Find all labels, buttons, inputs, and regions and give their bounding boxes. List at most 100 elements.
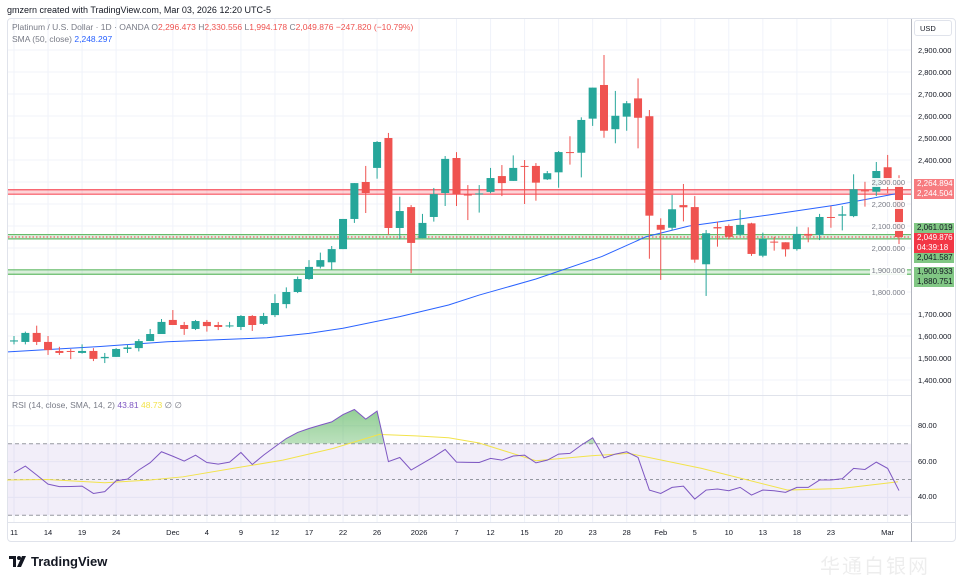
price-axis-label: 2,100.000 <box>869 221 907 231</box>
candle-body <box>282 292 291 305</box>
candle-body <box>804 233 813 236</box>
candle-body <box>452 158 461 195</box>
candle-body <box>214 325 223 327</box>
price-axis-label: 1,900.000 <box>869 265 907 275</box>
candle-body <box>713 227 722 229</box>
time-axis-label: 18 <box>792 528 802 537</box>
candle-body <box>350 183 359 219</box>
time-axis-label: 4 <box>204 528 209 537</box>
candle-body <box>168 319 177 325</box>
change-value: −247.820 (−10.79%) <box>335 22 414 32</box>
time-axis-label: 24 <box>111 528 121 537</box>
candle-body <box>293 279 302 292</box>
candle-body <box>690 207 699 260</box>
candle-body <box>191 321 200 329</box>
candle-body <box>770 241 779 243</box>
candle-body <box>89 350 98 359</box>
bar-countdown: 04:39:18 <box>914 243 954 253</box>
price-axis-label: 1,700.000 <box>918 309 952 319</box>
rsi-axis-40: 40.00 <box>918 492 937 501</box>
price-axis-label: 2,300.000 <box>869 177 907 187</box>
candle-body <box>509 167 518 181</box>
time-axis-label: Dec <box>166 528 180 537</box>
time-axis-label: 19 <box>77 528 87 537</box>
candle-body <box>236 315 245 327</box>
symbol-name: Platinum / U.S. Dollar · 1D · OANDA <box>12 22 149 32</box>
candle-body <box>543 173 552 180</box>
price-axis-label: 2,200.000 <box>869 199 907 209</box>
tradingview-logo[interactable]: TradingView <box>9 554 107 569</box>
currency-selector[interactable]: USD <box>914 20 952 36</box>
time-axis-label: 2026 <box>410 528 428 537</box>
candle-body <box>724 226 733 237</box>
rsi-line <box>13 408 900 500</box>
time-axis-label: Mar <box>881 528 895 537</box>
watermark: 华通白银网 <box>820 556 930 578</box>
time-axis-label: 7 <box>454 528 459 537</box>
time-axis-label: 12 <box>486 528 495 537</box>
time-axis-label: 23 <box>588 528 597 537</box>
candle-body <box>792 233 801 250</box>
time-axis-label: 17 <box>304 528 314 537</box>
time-axis-label: 14 <box>43 528 53 537</box>
support-low-upper-tag: 1,900.933 <box>914 267 954 277</box>
time-axis-label: 9 <box>238 528 244 537</box>
candles <box>10 55 903 364</box>
symbol-legend[interactable]: Platinum / U.S. Dollar · 1D · OANDA O2,2… <box>12 22 413 32</box>
time-axis-label: 22 <box>338 528 348 537</box>
candle-body <box>270 303 279 316</box>
horizontal-levels <box>8 189 911 275</box>
rsi-value: 43.81 <box>117 400 139 410</box>
candle-body <box>373 141 382 168</box>
price-axis-label: 2,500.000 <box>918 133 952 143</box>
candle-body <box>248 315 257 325</box>
price-axis-label: 2,700.000 <box>918 89 952 99</box>
candle-body <box>112 348 121 357</box>
rsi-legend[interactable]: RSI (14, close, SMA, 14, 2) 43.81 48.73 … <box>12 400 182 411</box>
low-value: 1,994.178 <box>249 22 288 32</box>
high-value: 2,330.556 <box>204 22 243 32</box>
candle-body <box>316 260 325 267</box>
candle-body <box>395 211 404 228</box>
resistance-upper-tag: 2,264.894 <box>914 179 954 189</box>
rsi-sma-line <box>7 433 898 491</box>
candle-body <box>305 266 313 280</box>
candle-body <box>747 223 756 254</box>
candle-body <box>656 224 665 230</box>
candle-body <box>202 321 211 327</box>
candle-body <box>497 176 506 184</box>
time-axis-label: 28 <box>622 528 631 537</box>
candle-body <box>600 84 608 131</box>
rsi-pane <box>7 408 911 516</box>
candle-body <box>157 321 166 335</box>
candle-body <box>702 233 711 265</box>
support-low-lower-tag: 1,880.751 <box>914 277 954 287</box>
sma-legend[interactable]: SMA (50, close) 2,248.297 <box>12 34 112 44</box>
chart-frame <box>7 18 956 542</box>
candle-body <box>860 190 869 192</box>
price-axis-label: 1,600.000 <box>918 331 952 341</box>
time-axis-label: 26 <box>372 528 382 537</box>
candle-body <box>634 98 643 118</box>
candle-body <box>407 207 416 243</box>
candle-body <box>611 115 620 130</box>
candle-body <box>55 350 64 353</box>
time-axis-label: 11 <box>10 528 18 537</box>
candle-body <box>361 182 370 193</box>
candle-body <box>758 238 767 256</box>
price-axis-label: 1,400.000 <box>918 375 952 385</box>
candle-body <box>531 165 540 183</box>
candle-body <box>429 194 438 217</box>
candle-body <box>679 205 688 208</box>
sma-value: 2,248.297 <box>74 34 113 44</box>
price-axis-label: 2,900.000 <box>918 45 952 55</box>
rsi-axis-80: 80.00 <box>918 421 937 430</box>
candle-body <box>588 87 597 119</box>
resistance-lower-tag: 2,244.504 <box>914 189 954 199</box>
sma-line <box>8 192 898 353</box>
candle-body <box>123 347 132 349</box>
candle-body <box>554 152 563 173</box>
time-axis-label: 15 <box>520 528 529 537</box>
price-axis-label: 2,400.000 <box>918 155 952 165</box>
